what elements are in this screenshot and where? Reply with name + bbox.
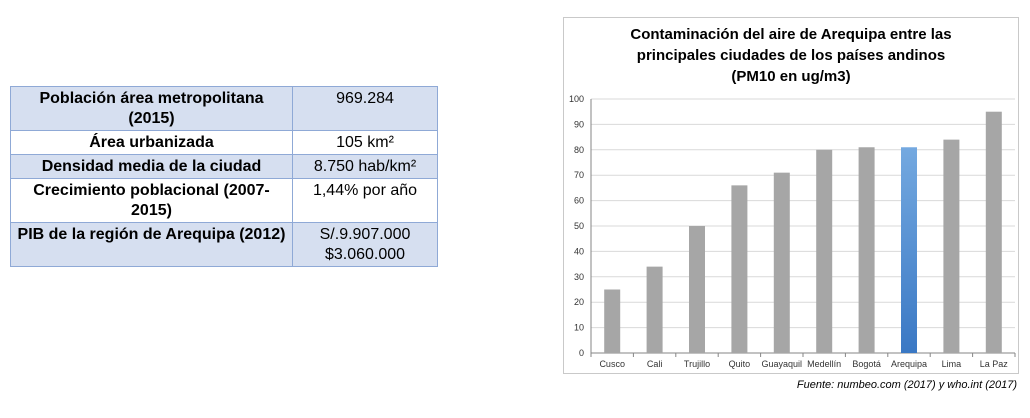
x-tick-label: Cali [647, 359, 663, 369]
y-tick-label: 10 [574, 323, 584, 333]
tick-labels: 0 10 20 30 40 50 60 70 80 90 100 Cusco Cali Trujillo Q… [569, 94, 1008, 369]
bar-lima [943, 139, 960, 353]
chart-title-line: principales ciudades de los países andin… [636, 47, 946, 64]
row-value: 105 km² [292, 130, 438, 155]
row-value-line: 1,44% por año [312, 182, 418, 199]
bar-arequipa [901, 147, 917, 353]
chart-title-line: (PM10 en ug/m3) [731, 68, 851, 85]
x-tick-label: Medellín [807, 359, 841, 369]
y-tick-label: 70 [574, 170, 584, 180]
row-value-line: 969.284 [336, 90, 394, 107]
y-tick-label: 40 [574, 246, 584, 256]
chart-panel: Contaminación del aire de Arequipa entre… [563, 17, 1019, 374]
row-value-line: $3.060.000 [324, 246, 406, 263]
y-tick-label: 100 [569, 94, 584, 104]
y-tick-label: 0 [579, 348, 584, 358]
x-tick-label: Guayaquil [762, 359, 803, 369]
row-value: S/.9.907.000 $3.060.000 [292, 222, 438, 267]
row-label: Población área metropolitana (2015) [10, 86, 293, 131]
row-value-line: 8.750 hab/km² [313, 158, 417, 175]
y-tick-label: 50 [574, 221, 584, 231]
row-value-line: S/.9.907.000 [319, 226, 411, 243]
y-tick-label: 60 [574, 196, 584, 206]
x-tick-label: La Paz [980, 359, 1009, 369]
bar-medell-n [816, 149, 833, 353]
x-tick-label: Cusco [599, 359, 625, 369]
row-value: 969.284 [292, 86, 438, 131]
row-label: Área urbanizada [10, 130, 293, 155]
row-value-line: 105 km² [336, 134, 394, 151]
x-tick-label: Arequipa [891, 359, 927, 369]
chart-title: Contaminación del aire de Arequipa entre… [564, 24, 1018, 87]
row-label: Crecimiento poblacional (2007-2015) [10, 178, 293, 223]
source-note: Fuente: numbeo.com (2017) y who.int (201… [796, 379, 1017, 391]
x-tick-label: Trujillo [684, 359, 710, 369]
table-row: Población área metropolitana (2015) 969.2… [10, 86, 438, 131]
y-tick-label: 90 [574, 119, 584, 129]
bar-cali [646, 266, 663, 353]
row-label: PIB de la región de Arequipa (2012) [10, 222, 293, 267]
x-tick-label: Bogotá [852, 359, 881, 369]
y-tick-label: 30 [574, 272, 584, 282]
bar-guayaquil [773, 172, 790, 353]
bar-trujillo [689, 226, 705, 353]
table-row: Crecimiento poblacional (2007-2015) 1,44%… [10, 178, 438, 223]
x-tick-label: Quito [729, 359, 751, 369]
row-value: 8.750 hab/km² [292, 154, 438, 179]
chart-title-line: Contaminación del aire de Arequipa entre… [630, 26, 952, 43]
table-row: PIB de la región de Arequipa (2012) S/.9.… [10, 222, 438, 267]
row-value: 1,44% por año [292, 178, 438, 223]
stats-table-body: Población área metropolitana (2015) 969.2… [10, 86, 438, 267]
stats-table: Población área metropolitana (2015) 969.2… [10, 86, 438, 267]
row-label: Densidad media de la ciudad [10, 154, 293, 179]
x-tick-label: Lima [942, 359, 962, 369]
bar-chart: 0 10 20 30 40 50 60 70 80 90 100 Cusco Cali Trujillo Q… [569, 94, 1016, 369]
y-tick-label: 80 [574, 145, 584, 155]
bar-quito [731, 185, 748, 353]
bars [604, 111, 1002, 353]
table-row: Área urbanizada 105 km² [10, 130, 438, 155]
y-tick-label: 20 [574, 297, 584, 307]
table-row: Densidad media de la ciudad 8.750 hab/km² [10, 154, 438, 179]
bar-la-paz [985, 111, 1002, 353]
bar-bogot- [858, 147, 875, 353]
bar-cusco [604, 289, 621, 353]
